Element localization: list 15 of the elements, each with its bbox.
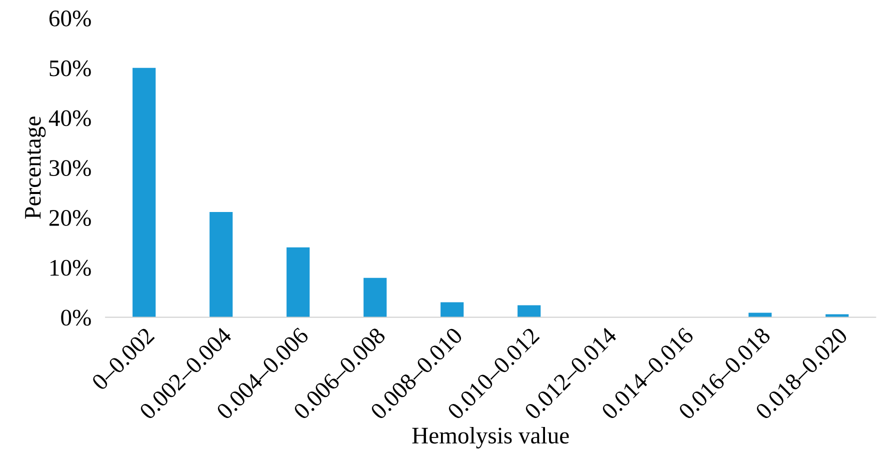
y-tick-label: 0% xyxy=(61,310,91,326)
x-axis-title: Hemolysis value xyxy=(412,426,569,448)
y-axis-title: Percentage xyxy=(25,116,46,219)
bar xyxy=(286,247,310,318)
y-tick-label: 60% xyxy=(49,10,91,26)
bar xyxy=(440,302,464,318)
bar xyxy=(210,212,233,318)
bar xyxy=(364,278,387,318)
y-tick-label: 10% xyxy=(50,260,91,276)
y-tick-label: 30% xyxy=(50,160,91,176)
y-tick-label: 40% xyxy=(48,110,91,126)
y-tick-label: 20% xyxy=(49,210,91,226)
y-tick-label: 50% xyxy=(50,60,91,76)
bar xyxy=(132,68,156,318)
bar xyxy=(518,305,541,318)
